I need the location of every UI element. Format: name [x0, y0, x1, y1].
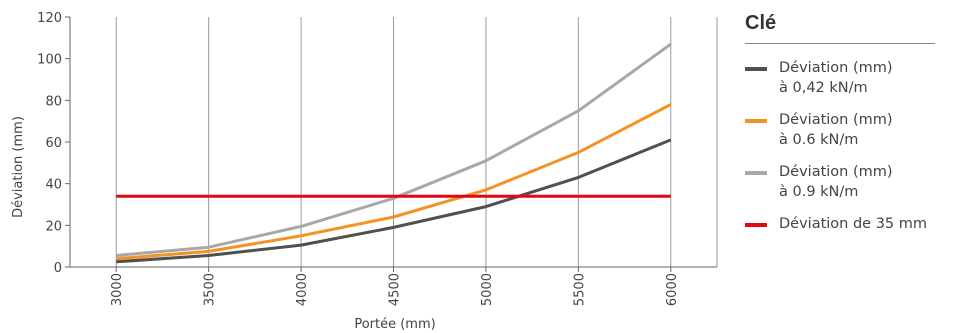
x-tick-label: 5000 [480, 273, 495, 306]
axes [65, 16, 717, 272]
y-axis-label: Déviation (mm) [11, 116, 26, 218]
x-axis-label: Portée (mm) [354, 317, 435, 332]
legend-swatch [745, 67, 767, 71]
legend-label: Déviation (mm) à 0.6 kN/m [779, 112, 893, 148]
x-tick-label: 4500 [388, 273, 403, 306]
y-tick-label: 0 [54, 261, 62, 276]
legend-title: Clé [745, 12, 935, 44]
series-lines [116, 42, 672, 264]
y-tick-label: 100 [37, 53, 62, 68]
legend-item-35mm: Déviation de 35 mm [745, 214, 935, 234]
x-tick-label: 4000 [295, 273, 310, 306]
legend-item-09: Déviation (mm) à 0.9 kN/m [745, 162, 935, 202]
x-tick-label: 5500 [572, 273, 587, 306]
x-tick-label: 3000 [110, 273, 125, 306]
x-tick-label: 6000 [665, 273, 680, 306]
legend-label: Déviation (mm) à 0,42 kN/m [779, 60, 893, 96]
y-tick-label: 60 [45, 136, 62, 151]
legend-swatch [745, 119, 767, 123]
legend-label: Déviation (mm) à 0.9 kN/m [779, 164, 893, 200]
y-tick-label: 120 [37, 11, 62, 26]
grid [115, 17, 718, 267]
x-tick-labels: 3000 3500 4000 4500 5000 5500 6000 [110, 273, 680, 306]
series-line [116, 42, 672, 257]
y-tick-label: 80 [45, 94, 62, 109]
y-tick-label: 20 [45, 219, 62, 234]
legend: Clé Déviation (mm) à 0,42 kN/m Déviation … [745, 12, 935, 246]
legend-label: Déviation de 35 mm [779, 216, 928, 232]
y-tick-label: 40 [45, 178, 62, 193]
legend-item-042: Déviation (mm) à 0,42 kN/m [745, 58, 935, 98]
legend-swatch [745, 171, 767, 175]
legend-swatch [745, 223, 767, 227]
series-line [116, 138, 672, 264]
series-line [116, 103, 672, 261]
x-tick-label: 3500 [203, 273, 218, 306]
y-tick-labels: 0 20 40 60 80 100 120 [37, 11, 62, 276]
legend-item-06: Déviation (mm) à 0.6 kN/m [745, 110, 935, 150]
